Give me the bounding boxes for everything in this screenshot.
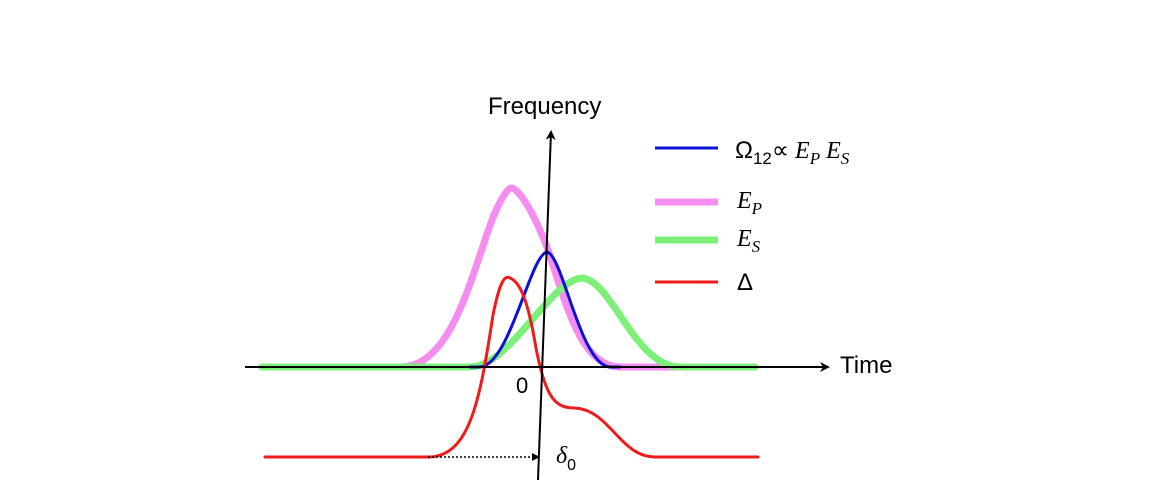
delta-curve: [263, 275, 760, 459]
legend-label-delta: Δ: [737, 269, 753, 296]
legend-omega-part: Ω: [735, 137, 753, 164]
time-label: Time: [840, 352, 892, 379]
legend-omega-part: E: [820, 138, 841, 164]
legend-omega-part: ∝: [772, 137, 789, 164]
legend-omega-part: S: [841, 149, 850, 168]
legend-label-es: ES: [736, 226, 761, 256]
legend: Ω12∝ EP ES EP ES Δ: [655, 137, 850, 296]
legend-ep-part: E: [736, 188, 752, 214]
offset-label: δ0: [556, 443, 576, 474]
legend-omega-part: 12: [753, 149, 772, 168]
frequency-axis: [537, 130, 556, 481]
legend-label-ep: EP: [736, 188, 762, 218]
origin-label: 0: [516, 373, 528, 398]
legend-es-part: S: [752, 237, 761, 256]
legend-es-part: E: [736, 226, 752, 252]
legend-omega-part: E: [789, 138, 810, 164]
frequency-label: Frequency: [488, 93, 601, 120]
es-curve: [258, 274, 759, 371]
legend-omega-part: P: [809, 149, 820, 168]
ep-curve: [258, 184, 759, 371]
legend-label-omega: Ω12∝ EP ES: [735, 137, 850, 168]
legend-delta-part: Δ: [737, 269, 753, 296]
legend-ep-part: P: [751, 199, 762, 218]
